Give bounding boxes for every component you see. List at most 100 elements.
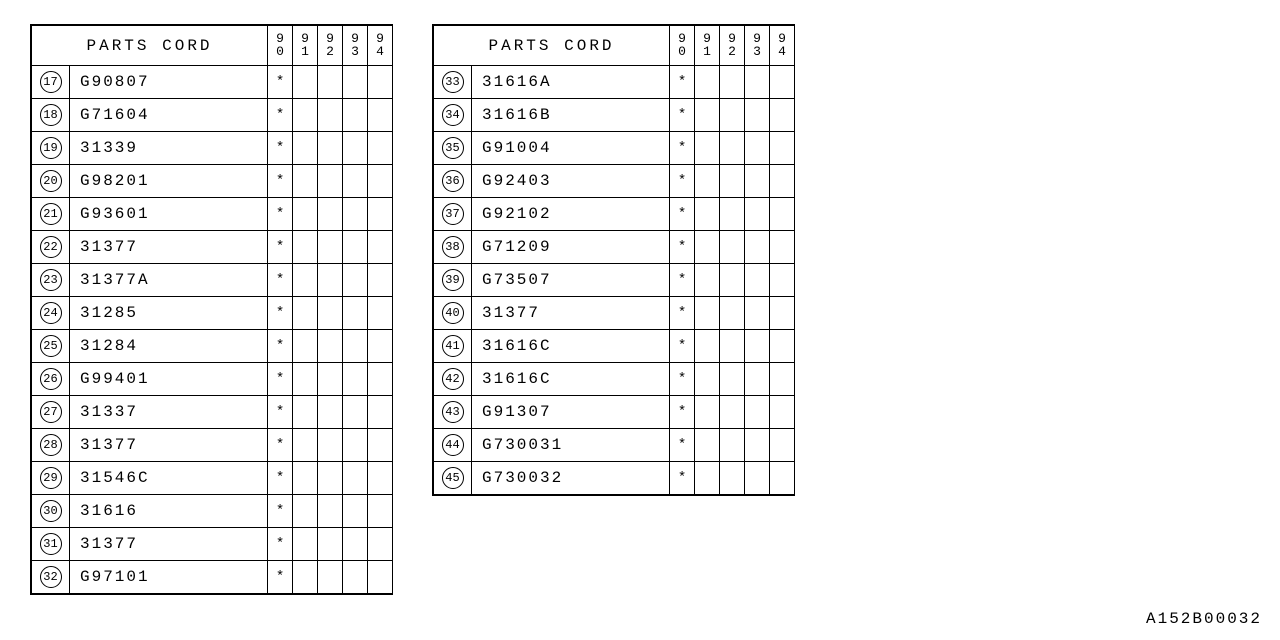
table-row: 3431616B* [434, 99, 795, 132]
year-mark-cell [695, 396, 720, 429]
index-circle: 28 [40, 434, 62, 456]
index-circle: 38 [442, 236, 464, 258]
index-circle: 33 [442, 71, 464, 93]
header-year: 93 [745, 26, 770, 66]
index-circle: 40 [442, 302, 464, 324]
table-row: 3131377* [32, 528, 393, 561]
year-mark-cell [720, 330, 745, 363]
table-row: 36G92403* [434, 165, 795, 198]
year-mark-cell: * [670, 99, 695, 132]
year-mark-cell: * [670, 165, 695, 198]
year-mark-cell [343, 429, 368, 462]
parts-table-1: PARTS CORD909192939417G90807*18G71604*19… [30, 24, 393, 595]
part-code-cell: 31377 [472, 297, 670, 330]
row-index-cell: 40 [434, 297, 472, 330]
year-mark-cell [293, 198, 318, 231]
year-mark-cell [318, 429, 343, 462]
row-index-cell: 38 [434, 231, 472, 264]
year-mark-cell [343, 231, 368, 264]
part-code-cell: 31285 [70, 297, 268, 330]
year-mark-cell [745, 363, 770, 396]
header-parts-cord: PARTS CORD [32, 26, 268, 66]
index-circle: 27 [40, 401, 62, 423]
year-mark-cell: * [268, 231, 293, 264]
year-mark-cell [770, 462, 795, 495]
year-mark-cell [695, 429, 720, 462]
row-index-cell: 20 [32, 165, 70, 198]
year-mark-cell [745, 99, 770, 132]
part-code-cell: G71209 [472, 231, 670, 264]
year-mark-cell [318, 462, 343, 495]
year-mark-cell: * [268, 264, 293, 297]
index-circle: 39 [442, 269, 464, 291]
index-circle: 41 [442, 335, 464, 357]
year-mark-cell [368, 363, 393, 396]
year-mark-cell [343, 561, 368, 594]
row-index-cell: 34 [434, 99, 472, 132]
year-mark-cell [770, 396, 795, 429]
table-row: 32G97101* [32, 561, 393, 594]
part-code-cell: 31377A [70, 264, 268, 297]
year-mark-cell: * [670, 297, 695, 330]
row-index-cell: 32 [32, 561, 70, 594]
row-index-cell: 33 [434, 66, 472, 99]
part-code-cell: 31377 [70, 528, 268, 561]
header-year: 91 [695, 26, 720, 66]
part-code-cell: G92102 [472, 198, 670, 231]
year-mark-cell [695, 99, 720, 132]
year-mark-cell [720, 396, 745, 429]
year-mark-cell [293, 396, 318, 429]
year-mark-cell: * [268, 165, 293, 198]
year-mark-cell [770, 66, 795, 99]
year-mark-cell [368, 66, 393, 99]
year-mark-cell [695, 231, 720, 264]
year-mark-cell: * [670, 231, 695, 264]
part-code-cell: G99401 [70, 363, 268, 396]
year-mark-cell [770, 429, 795, 462]
index-circle: 22 [40, 236, 62, 258]
year-mark-cell [695, 66, 720, 99]
year-mark-cell [695, 132, 720, 165]
row-index-cell: 22 [32, 231, 70, 264]
year-mark-cell: * [268, 363, 293, 396]
part-code-cell: G730032 [472, 462, 670, 495]
index-circle: 20 [40, 170, 62, 192]
year-mark-cell: * [268, 429, 293, 462]
index-circle: 45 [442, 467, 464, 489]
year-mark-cell [770, 231, 795, 264]
year-mark-cell [745, 231, 770, 264]
table-row: 3031616* [32, 495, 393, 528]
year-mark-cell [318, 297, 343, 330]
year-mark-cell: * [268, 396, 293, 429]
table-row: 39G73507* [434, 264, 795, 297]
year-mark-cell: * [268, 330, 293, 363]
year-mark-cell [720, 429, 745, 462]
year-mark-cell: * [670, 66, 695, 99]
page-root: PARTS CORD909192939417G90807*18G71604*19… [0, 0, 1280, 640]
year-mark-cell [368, 495, 393, 528]
year-mark-cell: * [670, 462, 695, 495]
year-mark-cell [293, 66, 318, 99]
year-mark-cell [720, 264, 745, 297]
year-mark-cell: * [268, 132, 293, 165]
year-mark-cell [695, 462, 720, 495]
year-mark-cell [368, 297, 393, 330]
row-index-cell: 23 [32, 264, 70, 297]
index-circle: 18 [40, 104, 62, 126]
index-circle: 43 [442, 401, 464, 423]
header-year: 93 [343, 26, 368, 66]
year-mark-cell [368, 165, 393, 198]
part-code-cell: 31337 [70, 396, 268, 429]
year-mark-cell [770, 297, 795, 330]
table-row: 26G99401* [32, 363, 393, 396]
year-mark-cell [720, 297, 745, 330]
year-mark-cell [745, 462, 770, 495]
row-index-cell: 25 [32, 330, 70, 363]
table-row: 38 G71209* [434, 231, 795, 264]
row-index-cell: 30 [32, 495, 70, 528]
table-row: 1931339* [32, 132, 393, 165]
year-mark-cell [368, 330, 393, 363]
year-mark-cell [293, 429, 318, 462]
year-mark-cell [343, 495, 368, 528]
year-mark-cell [745, 165, 770, 198]
